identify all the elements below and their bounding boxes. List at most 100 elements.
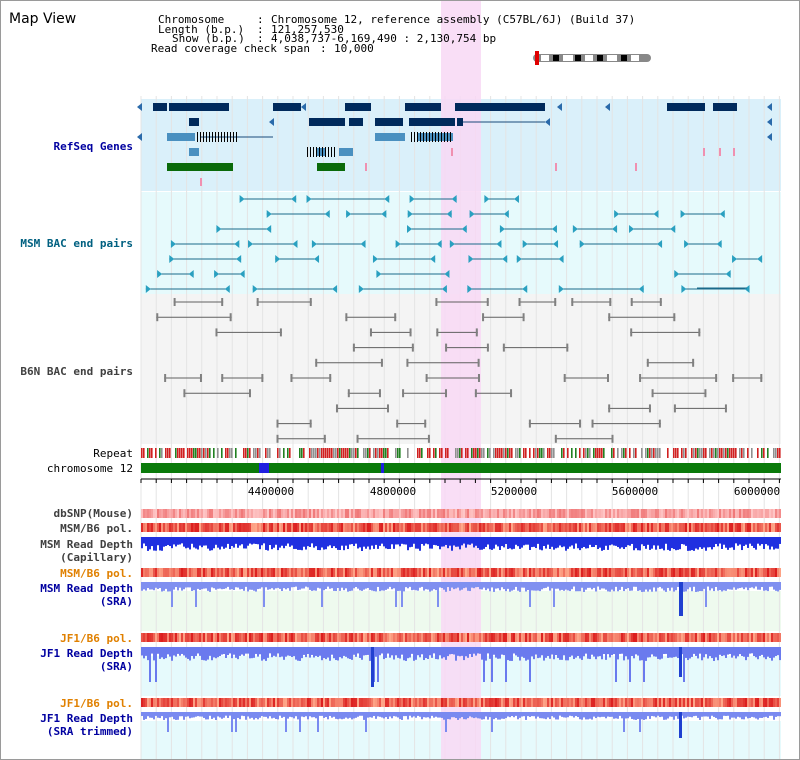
depth-bar xyxy=(419,647,421,658)
depth-bar xyxy=(267,537,269,551)
depth-bar xyxy=(249,537,251,544)
dbsnp-cell xyxy=(569,509,571,518)
bac-end-marker xyxy=(386,404,389,413)
depth-bar xyxy=(451,647,453,655)
depth-bar xyxy=(779,582,781,590)
track-label-msm-depth-sra[interactable]: MSM Read Depth xyxy=(40,582,133,595)
track-label-msm-b6-pol-sra[interactable]: MSM/B6 pol. xyxy=(60,567,133,580)
depth-bar xyxy=(345,647,347,657)
pol-cell xyxy=(239,523,241,532)
pol-cell xyxy=(387,698,389,707)
depth-bar xyxy=(395,582,397,607)
pol-cell xyxy=(717,523,719,532)
pol-cell xyxy=(145,523,147,532)
track-label-jf1-b6-pol-trim[interactable]: JF1/B6 pol. xyxy=(60,697,133,710)
pol-cell xyxy=(401,568,403,577)
pol-cell xyxy=(577,633,579,642)
pol-cell xyxy=(597,568,599,577)
dbsnp-cell xyxy=(671,509,673,518)
dbsnp-cell xyxy=(299,509,301,518)
depth-bar xyxy=(223,582,225,589)
depth-bar xyxy=(531,647,533,657)
depth-bar xyxy=(183,537,185,547)
pol-cell xyxy=(235,568,237,577)
pol-cell xyxy=(167,568,169,577)
depth-bar xyxy=(297,582,299,591)
depth-bar xyxy=(491,712,493,732)
depth-bar xyxy=(237,647,239,660)
depth-bar xyxy=(765,712,767,717)
dbsnp-cell xyxy=(339,509,341,518)
gene-strand-arrow xyxy=(301,103,306,111)
depth-bar xyxy=(721,712,723,720)
pol-cell xyxy=(635,698,637,707)
pol-cell xyxy=(695,698,697,707)
repeat-mark xyxy=(583,448,585,458)
depth-bar xyxy=(397,582,399,591)
pol-cell xyxy=(249,633,251,642)
gene-exon-tick xyxy=(417,132,418,142)
dbsnp-cell xyxy=(739,509,741,518)
track-label-jf1-b6-pol[interactable]: JF1/B6 pol. xyxy=(60,632,133,645)
pol-cell xyxy=(617,523,619,532)
pol-cell xyxy=(271,523,273,532)
depth-bar xyxy=(439,712,441,718)
depth-bar xyxy=(229,582,231,590)
repeat-mark xyxy=(779,448,781,458)
bac-end-marker xyxy=(646,358,649,367)
depth-bar xyxy=(171,537,173,549)
track-label-msm-depth-capillary[interactable]: MSM Read Depth xyxy=(40,538,133,551)
pol-cell xyxy=(431,633,433,642)
pol-cell xyxy=(771,568,773,577)
depth-bar xyxy=(519,537,521,549)
dbsnp-cell xyxy=(557,509,559,518)
bac-end-marker xyxy=(306,195,312,203)
depth-bar xyxy=(405,712,407,717)
track-label-refseq[interactable]: RefSeq Genes xyxy=(54,140,133,153)
dbsnp-cell xyxy=(503,509,505,518)
pol-cell xyxy=(293,698,295,707)
track-label-jf1-depth-sra[interactable]: JF1 Read Depth xyxy=(40,647,133,660)
track-label-b6n-bac[interactable]: B6N BAC end pairs xyxy=(20,365,133,378)
track-label-msm-b6-pol[interactable]: MSM/B6 pol. xyxy=(60,522,133,535)
depth-bar xyxy=(513,647,515,654)
bac-end-marker xyxy=(424,419,427,428)
pol-cell xyxy=(753,568,755,577)
track-label-jf1-depth-trim[interactable]: JF1 Read Depth xyxy=(40,712,133,725)
track-label-msm-bac[interactable]: MSM BAC end pairs xyxy=(20,237,133,250)
repeat-mark xyxy=(167,448,169,458)
gene-exon-tick xyxy=(331,147,332,157)
pol-cell xyxy=(307,633,309,642)
depth-bar xyxy=(679,537,681,550)
gene-strand-arrow xyxy=(767,133,772,141)
depth-bar xyxy=(587,582,589,588)
dbsnp-cell xyxy=(353,509,355,518)
pol-cell xyxy=(601,568,603,577)
depth-bar xyxy=(641,712,643,720)
pol-cell xyxy=(705,523,707,532)
depth-bar xyxy=(603,712,605,717)
depth-bar xyxy=(227,537,229,544)
depth-bar xyxy=(291,712,293,718)
pol-cell xyxy=(731,523,733,532)
pol-cell xyxy=(681,568,683,577)
depth-bar xyxy=(449,582,451,591)
pol-cell xyxy=(685,568,687,577)
depth-bar xyxy=(171,647,173,661)
pol-cell xyxy=(483,568,485,577)
depth-bar xyxy=(471,647,473,657)
dbsnp-cell xyxy=(399,509,401,518)
depth-bar xyxy=(223,647,225,655)
pol-cell xyxy=(475,523,477,532)
depth-bar xyxy=(531,712,533,717)
track-label-dbsnp[interactable]: dbSNP(Mouse) xyxy=(53,507,133,520)
bac-end-marker xyxy=(323,434,326,443)
dbsnp-cell xyxy=(191,509,193,518)
depth-bar xyxy=(749,647,751,654)
depth-bar xyxy=(599,582,601,590)
depth-bar xyxy=(631,712,633,719)
pol-cell xyxy=(499,568,501,577)
ideogram-band xyxy=(575,55,581,61)
depth-bar xyxy=(751,647,753,654)
